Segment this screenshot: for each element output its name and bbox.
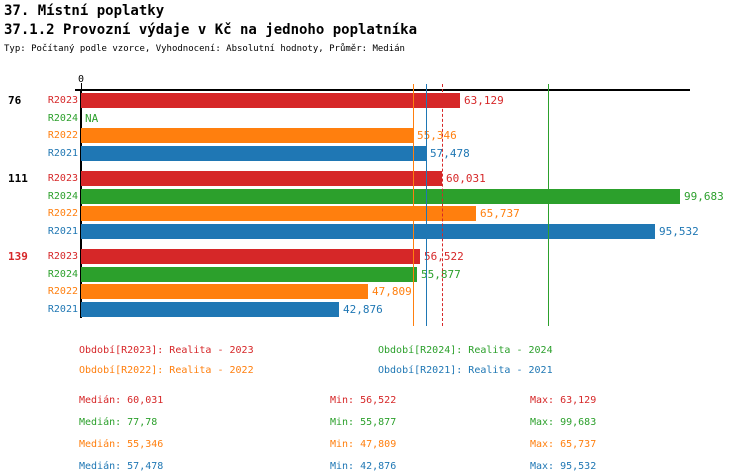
legend-item-r2021: Období[R2021]: Realita - 2021 <box>378 365 553 376</box>
row-label-r2023: R2023 <box>47 173 78 184</box>
bar-value-label: 55,877 <box>421 267 461 281</box>
bar-value-label: 65,737 <box>480 207 520 220</box>
stat-max-r2021: Max: 95,532 <box>530 461 597 472</box>
row-label-r2024: R2024 <box>47 268 78 280</box>
stat-min-r2021: Min: 42,876 <box>330 461 397 472</box>
legend-item-r2024: Období[R2024]: Realita - 2024 <box>378 345 553 356</box>
row-label-r2023: R2023 <box>47 95 78 106</box>
row-label-r2022: R2022 <box>47 130 78 141</box>
bar-na-label: NA <box>85 111 99 125</box>
median-line-r2021 <box>426 84 427 326</box>
page-subtitle: 37.1.2 Provozní výdaje v Kč na jednoho p… <box>4 22 418 38</box>
group-label: 111 <box>8 172 28 185</box>
bar-r2022 <box>81 284 368 299</box>
row-label-r2023: R2023 <box>47 251 78 262</box>
row-label-r2021: R2021 <box>47 147 78 159</box>
group-label: 139 <box>8 250 28 263</box>
row-label-r2022: R2022 <box>47 208 78 219</box>
row-label-r2021: R2021 <box>47 225 78 237</box>
group-label: 76 <box>8 94 22 107</box>
zero-tick-label: 0 <box>77 74 85 85</box>
row-label-r2024: R2024 <box>47 190 78 202</box>
stat-max-r2022: Max: 65,737 <box>530 439 597 450</box>
bar-r2021 <box>81 301 339 317</box>
stat-min-r2024: Min: 55,877 <box>330 417 397 428</box>
bar-value-label: 95,532 <box>659 224 699 238</box>
row-label-r2024: R2024 <box>47 112 78 124</box>
bar-r2023 <box>81 249 420 264</box>
page-title: 37. Místní poplatky <box>4 3 165 19</box>
row-label-r2021: R2021 <box>47 303 78 315</box>
bar-value-label: 57,478 <box>430 146 470 160</box>
row-label-r2022: R2022 <box>47 286 78 297</box>
median-line-r2023 <box>442 84 443 326</box>
bar-value-label: 63,129 <box>464 94 504 107</box>
bar-r2024 <box>81 266 417 282</box>
bar-r2023 <box>81 93 460 108</box>
bar-r2024 <box>81 188 680 204</box>
stat-median-r2021: Medián: 57,478 <box>79 461 164 472</box>
stat-max-r2024: Max: 99,683 <box>530 417 597 428</box>
bar-value-label: 99,683 <box>684 189 724 203</box>
bar-r2021 <box>81 223 655 239</box>
bar-value-label: 42,876 <box>343 302 383 316</box>
bar-r2022 <box>81 128 413 143</box>
report-meta: Typ: Počítaný podle vzorce, Vyhodnocení:… <box>4 44 405 54</box>
legend-item-r2022: Období[R2022]: Realita - 2022 <box>79 365 254 376</box>
bar-value-label: 47,809 <box>372 285 412 298</box>
y-axis-line <box>80 89 82 318</box>
stat-max-r2023: Max: 63,129 <box>530 395 597 406</box>
stat-median-r2022: Medián: 55,346 <box>79 439 164 450</box>
stat-median-r2023: Medián: 60,031 <box>79 395 164 406</box>
bar-value-label: 56,522 <box>424 250 464 263</box>
bar-r2021 <box>81 145 426 161</box>
stat-min-r2022: Min: 47,809 <box>330 439 397 450</box>
bar-r2023 <box>81 171 442 186</box>
stat-median-r2024: Medián: 77,78 <box>79 417 158 428</box>
x-axis-line <box>75 89 690 91</box>
median-line-r2024 <box>548 84 549 326</box>
bar-value-label: 55,346 <box>417 129 457 142</box>
legend-item-r2023: Období[R2023]: Realita - 2023 <box>79 345 254 356</box>
bar-value-label: 60,031 <box>446 172 486 185</box>
bar-r2022 <box>81 206 476 221</box>
median-line-r2022 <box>413 84 414 326</box>
zero-tick <box>81 83 82 89</box>
stat-min-r2023: Min: 56,522 <box>330 395 397 406</box>
